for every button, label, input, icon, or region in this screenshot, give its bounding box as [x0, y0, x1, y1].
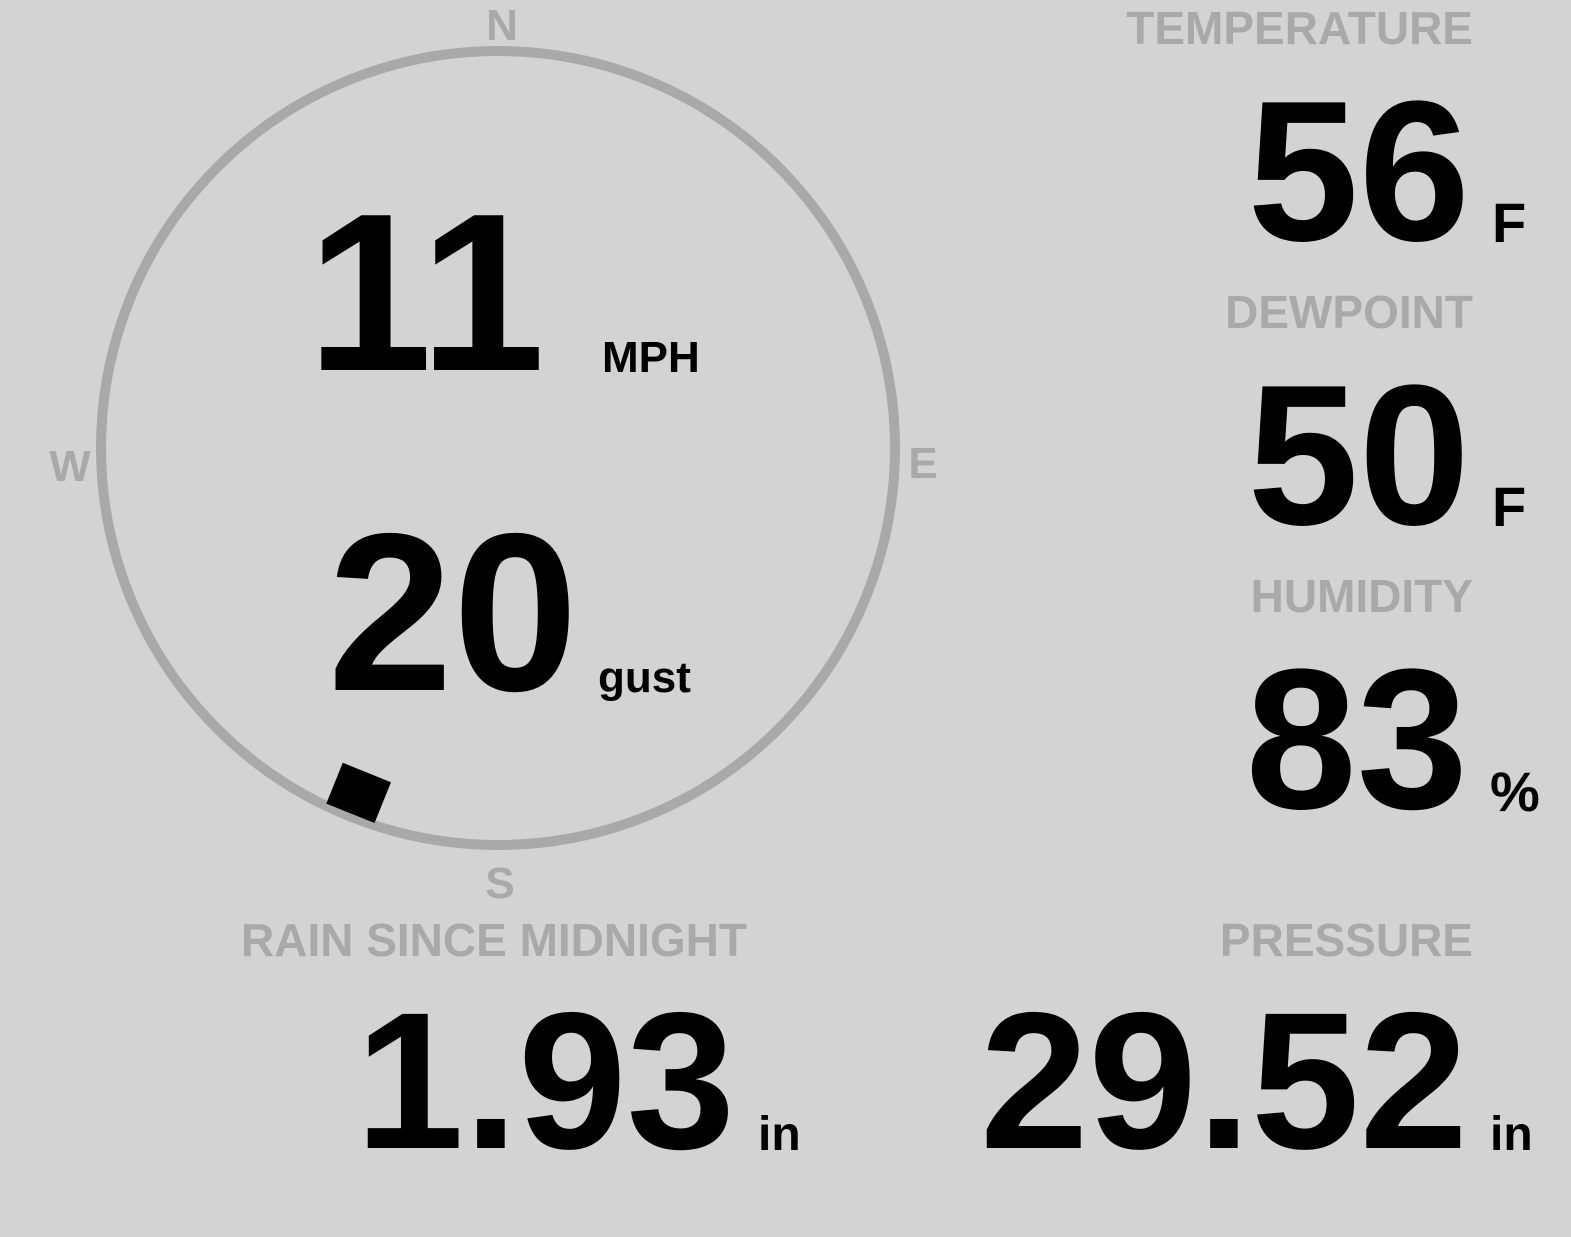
pressure-unit: in: [1490, 1108, 1533, 1161]
wind-gust-label: gust: [598, 653, 691, 702]
temperature-unit: F: [1492, 191, 1526, 254]
rain-panel: RAIN SINCE MIDNIGHT 1.93 in: [241, 914, 801, 1190]
humidity-unit: %: [1490, 760, 1540, 823]
wind-speed-unit: MPH: [602, 333, 700, 382]
humidity-panel: HUMIDITY 83 %: [1246, 570, 1540, 851]
compass-east: E: [908, 439, 937, 488]
dewpoint-panel: DEWPOINT 50 F: [1225, 286, 1526, 567]
pressure-value: 29.52: [980, 972, 1468, 1190]
pressure-panel: PRESSURE 29.52 in: [980, 914, 1533, 1190]
humidity-label: HUMIDITY: [1251, 570, 1473, 622]
dewpoint-value: 50: [1248, 344, 1470, 567]
wind-gust-value: 20: [328, 486, 578, 738]
compass-north: N: [486, 1, 518, 50]
temperature-label: TEMPERATURE: [1126, 2, 1473, 54]
wind-direction-marker: [326, 762, 391, 824]
dewpoint-label: DEWPOINT: [1225, 286, 1473, 338]
humidity-value: 83: [1246, 628, 1468, 851]
temperature-value: 56: [1248, 60, 1470, 283]
wind-speed-value: 11: [307, 166, 545, 418]
temperature-panel: TEMPERATURE 56 F: [1126, 2, 1526, 283]
wind-compass: N E S W 11 MPH 20 gust: [49, 1, 937, 908]
compass-ring: [96, 46, 900, 850]
rain-label: RAIN SINCE MIDNIGHT: [241, 914, 747, 966]
rain-unit: in: [758, 1108, 801, 1161]
rain-value: 1.93: [355, 972, 735, 1190]
compass-south: S: [485, 859, 514, 908]
pressure-label: PRESSURE: [1220, 914, 1473, 966]
compass-west: W: [49, 442, 91, 491]
dewpoint-unit: F: [1492, 475, 1526, 538]
